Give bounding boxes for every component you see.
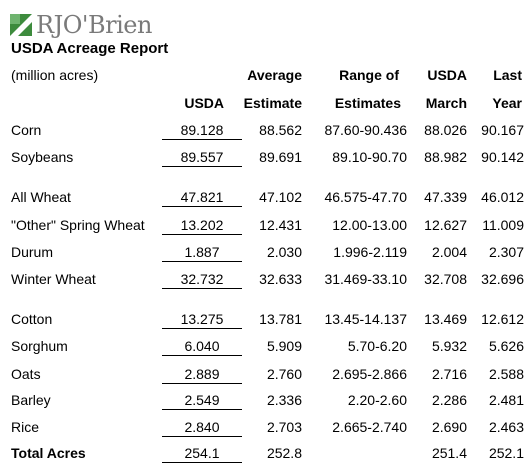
avg-value: 12.431 [259,217,302,233]
usda-value: 13.202 [162,217,242,235]
last-year-value: 2.307 [488,244,524,260]
last-year-value: 2.588 [488,366,524,382]
avg-value: 2.760 [266,366,302,382]
row-label: Corn [11,122,42,138]
header-avg-bottom: Estimate [243,95,302,111]
avg-value: 5.909 [266,338,302,354]
row-label: Rice [11,419,40,435]
range-value: 2.665-2.740 [332,419,407,435]
march-value: 2.004 [431,244,467,260]
range-value: 13.45-14.137 [324,311,407,327]
march-value: 32.708 [424,271,467,287]
last-year-value: 12.612 [481,311,524,327]
header-last-top: Last [493,67,522,83]
range-value: 31.469-33.10 [324,271,407,287]
usda-value: 89.557 [162,149,242,167]
row-label: Oats [11,366,41,382]
range-value: 1.996-2.119 [333,244,407,260]
row-label: Winter Wheat [11,271,96,287]
last-year-value: 32.696 [481,271,524,287]
avg-value: 252.8 [266,445,302,461]
range-value: 5.70-6.20 [347,338,407,354]
march-value: 2.286 [431,392,467,408]
header-march-bottom: March [425,95,467,111]
march-value: 2.690 [431,419,467,435]
march-value: 12.627 [424,217,467,233]
march-value: 251.4 [431,445,467,461]
report-title: USDA Acreage Report [11,40,169,57]
usda-value: 2.840 [162,419,242,437]
march-value: 2.716 [431,366,467,382]
usda-value: 32.732 [162,271,242,289]
range-value: 2.20-2.60 [347,392,407,408]
row-label: Barley [11,392,51,408]
header-march-top: USDA [427,67,467,83]
header-avg-top: Average [247,67,302,83]
last-year-value: 46.012 [481,189,524,205]
usda-value: 2.549 [162,392,242,410]
range-value: 12.00-13.00 [332,217,407,233]
header-last-bottom: Year [492,95,522,111]
usda-value: 6.040 [162,338,242,356]
last-year-value: 90.167 [481,122,524,138]
range-value: 87.60-90.436 [324,122,407,138]
avg-value: 13.781 [259,311,302,327]
header-range-top: Range of [339,67,399,83]
usda-value: 47.821 [162,189,242,207]
logo-mark-icon [10,14,32,36]
usda-value: 13.275 [162,311,242,329]
march-value: 88.982 [424,149,467,165]
avg-value: 32.633 [259,271,302,287]
avg-value: 88.562 [259,122,302,138]
avg-value: 89.691 [259,149,302,165]
range-value: 46.575-47.70 [324,189,407,205]
units-label: (million acres) [11,67,99,83]
header-usda: USDA [184,95,224,111]
march-value: 88.026 [424,122,467,138]
avg-value: 2.703 [266,419,302,435]
row-label: "Other" Spring Wheat [11,217,145,233]
row-label: Cotton [11,311,53,327]
logo-text: RJO'Brien [36,11,152,39]
last-year-value: 2.463 [488,419,524,435]
range-value: 89.10-90.70 [332,149,407,165]
last-year-value: 2.481 [488,392,524,408]
usda-value: 2.889 [162,366,242,384]
march-value: 13.469 [424,311,467,327]
row-label: All Wheat [11,189,71,205]
usda-value: 89.128 [162,122,242,140]
row-label: Soybeans [11,149,74,165]
avg-value: 47.102 [259,189,302,205]
avg-value: 2.336 [266,392,302,408]
usda-value: 1.887 [162,244,242,262]
range-value: 2.695-2.866 [332,366,407,382]
row-label: Total Acres [11,445,86,461]
row-label: Sorghum [11,338,68,354]
march-value: 47.339 [424,189,467,205]
avg-value: 2.030 [266,244,302,260]
usda-value: 254.1 [162,445,242,463]
last-year-value: 11.009 [482,217,524,233]
last-year-value: 90.142 [481,149,524,165]
march-value: 5.932 [431,338,467,354]
last-year-value: 5.626 [488,338,524,354]
company-logo: RJO'Brien [10,10,152,40]
row-label: Durum [11,244,54,260]
last-year-value: 252.1 [488,445,524,461]
header-range-bottom: Estimates [334,95,401,111]
